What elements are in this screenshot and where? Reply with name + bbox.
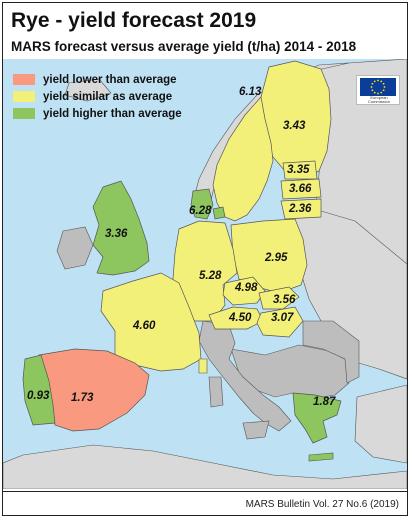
eu-star [383, 86, 386, 88]
legend-item-higher: yield higher than average [13, 105, 182, 122]
portugal-value: 0.93 [27, 390, 50, 402]
eu-star [371, 89, 374, 92]
eu-star [373, 80, 376, 83]
map-frame: 6.13 3.43 3.35 3.66 2.36 6.28 3.36 2.95 … [2, 2, 408, 516]
czechia-value: 4.98 [234, 282, 258, 294]
european-commission-logo: European Commission [356, 75, 400, 105]
lithuania-value: 2.36 [288, 203, 312, 215]
lithuania-region [280, 198, 322, 220]
eu-star [377, 79, 379, 82]
france-region [100, 272, 202, 372]
eu-flag-icon [360, 78, 396, 96]
portugal-region [22, 354, 56, 426]
legend-label-higher: yield higher than average [43, 107, 182, 120]
united-kingdom-value: 3.36 [105, 228, 128, 240]
legend-item-similar: yield similar as average [13, 88, 182, 105]
latvia-value: 3.66 [289, 183, 312, 195]
iceland-island [64, 78, 112, 102]
hungary-region [256, 306, 304, 338]
eu-star [370, 86, 373, 88]
legend-swatch-similar [13, 91, 35, 102]
slovakia-region [258, 286, 300, 310]
north-africa-land [3, 444, 407, 489]
denmark-island [212, 206, 226, 220]
germany-region [172, 220, 238, 322]
corsica-island [198, 358, 208, 374]
legend-swatch-lower [13, 74, 35, 85]
sicily-island [242, 420, 270, 440]
footer-divider [3, 491, 407, 492]
spain-value: 1.73 [71, 392, 94, 404]
eu-stars-icon [370, 79, 386, 95]
sardinia-island [208, 376, 224, 408]
eu-star [373, 91, 376, 94]
crete-island [308, 452, 334, 462]
ireland-island [56, 226, 94, 270]
denmark-value: 6.28 [189, 205, 212, 217]
france-value: 4.60 [132, 320, 156, 332]
eu-star [380, 91, 383, 94]
map-subtitle: MARS forecast versus average yield (t/ha… [11, 39, 357, 54]
eu-star [377, 92, 379, 95]
austria-value: 4.50 [228, 312, 252, 324]
romania-bulgaria-land [302, 320, 360, 384]
legend-label-similar: yield similar as average [43, 90, 173, 103]
finland-value: 6.13 [239, 86, 262, 98]
belarus-ukraine-land [292, 210, 407, 380]
eu-star [380, 80, 383, 83]
sweden-value: 3.43 [283, 120, 306, 132]
estonia-value: 3.35 [287, 164, 310, 176]
europe-map: 6.13 3.43 3.35 3.66 2.36 6.28 3.36 2.95 … [3, 59, 407, 489]
legend-label-lower: yield lower than average [43, 73, 177, 86]
denmark-region [190, 188, 214, 220]
legend: yield lower than average yield similar a… [13, 71, 182, 122]
map-title: Rye - yield forecast 2019 [11, 9, 257, 32]
logo-text: European Commission [367, 95, 390, 104]
germany-value: 5.28 [199, 270, 222, 282]
greece-region [292, 392, 342, 444]
poland-value: 2.95 [264, 252, 288, 264]
legend-item-lower: yield lower than average [13, 71, 182, 88]
italy-land [198, 320, 292, 432]
eu-star [382, 82, 385, 85]
turkey-land [354, 384, 407, 464]
latvia-region [280, 178, 322, 200]
united-kingdom-region [92, 180, 150, 276]
legend-swatch-higher [13, 108, 35, 119]
czechia-region [222, 276, 266, 306]
slovakia-value: 3.56 [273, 294, 296, 306]
footer-citation: MARS Bulletin Vol. 27 No.6 (2019) [245, 499, 399, 510]
eu-star [371, 82, 374, 85]
greece-value: 1.87 [313, 396, 336, 408]
eu-star [382, 89, 385, 92]
hungary-value: 3.07 [271, 312, 294, 324]
